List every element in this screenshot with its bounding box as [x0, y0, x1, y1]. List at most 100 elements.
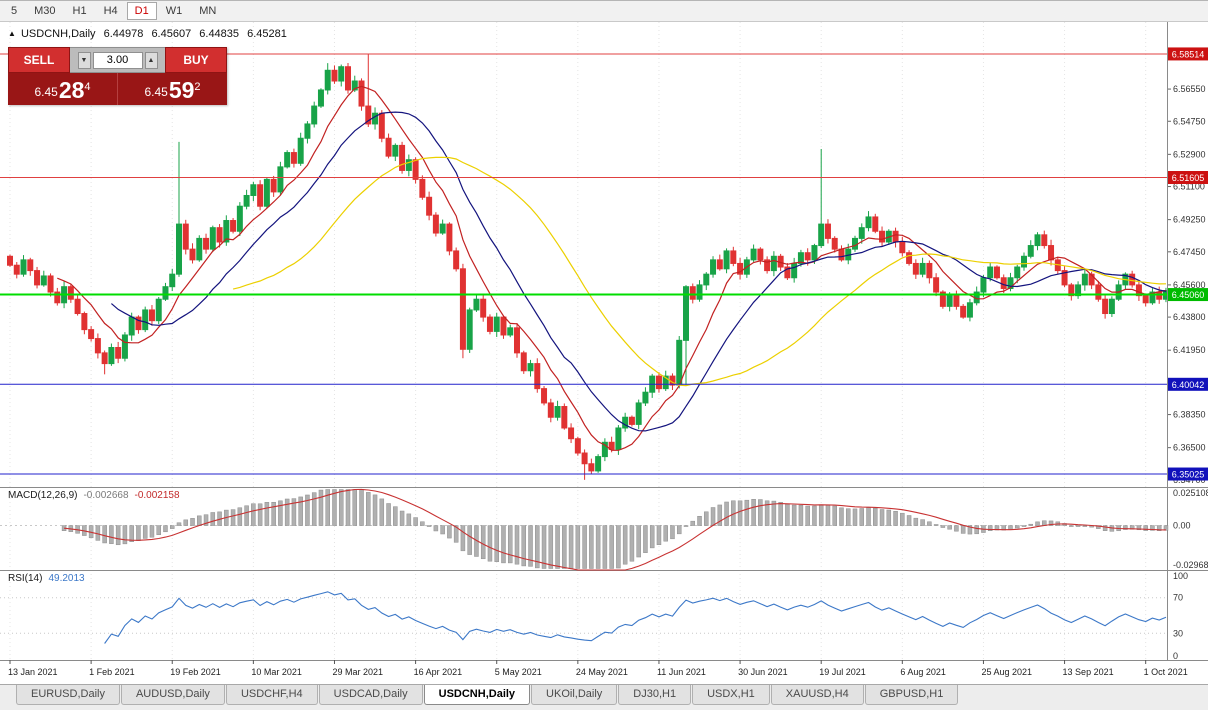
macd-histogram-bar — [332, 489, 337, 526]
macd-histogram-bar — [142, 525, 148, 539]
macd-histogram-bar — [744, 499, 750, 526]
price-level-label-bg — [1168, 467, 1208, 481]
date-label: 19 Jul 2021 — [819, 667, 866, 677]
macd-histogram-bar — [257, 503, 263, 526]
macd-histogram-bar — [663, 525, 668, 542]
candle — [737, 262, 744, 275]
buy-price-sup: 2 — [194, 81, 201, 93]
price-level-label: 6.58514 — [1172, 49, 1205, 59]
candle — [696, 284, 703, 300]
macd-histogram-bar — [440, 525, 445, 535]
candle — [399, 144, 406, 171]
price-tick-label: 6.51100 — [1173, 182, 1205, 192]
chart-canvas[interactable]: 6.56550 6.54750 6.52900 6.51100 6.49250 6.474… — [0, 22, 1208, 684]
candle — [946, 295, 953, 307]
sell-button[interactable]: SELL — [8, 47, 70, 73]
candle — [852, 237, 858, 250]
price-tick-label: 6.56550 — [1173, 84, 1206, 94]
candle — [223, 220, 230, 243]
tab-usdchf-h4[interactable]: USDCHF,H4 — [225, 685, 318, 705]
price-tick-label: 6.38350 — [1173, 410, 1206, 420]
candle — [1156, 291, 1163, 300]
candle — [432, 214, 439, 234]
candle — [372, 112, 379, 125]
macd-histogram-bar — [616, 525, 621, 569]
macd-histogram-bar — [751, 498, 756, 526]
macd-histogram-bar — [379, 498, 385, 526]
candle — [818, 223, 825, 247]
macd-histogram-bar — [717, 504, 723, 526]
timeframe-button-h4[interactable]: H4 — [103, 5, 118, 17]
candle — [899, 241, 906, 254]
macd-histogram-bar — [176, 522, 182, 526]
candle — [290, 152, 297, 164]
chart-symbol-label: USDCNH,Daily — [20, 28, 96, 40]
macd-histogram-bar — [1143, 525, 1148, 531]
timeframe-button-m30[interactable]: M30 — [34, 5, 56, 17]
candle — [534, 363, 541, 390]
sell-price-display[interactable]: 6.45 28 4 — [8, 73, 117, 105]
macd-histogram-bar — [609, 525, 614, 569]
timeframe-button-5[interactable]: 5 — [11, 5, 18, 17]
candle — [527, 363, 534, 372]
macd-histogram-bar — [95, 525, 101, 541]
candle — [446, 223, 453, 252]
macd-histogram-bar — [1123, 525, 1128, 530]
macd-histogram-bar — [832, 505, 837, 526]
candle — [209, 227, 216, 250]
candle — [108, 347, 115, 365]
tab-dj30-h1[interactable]: DJ30,H1 — [618, 685, 692, 705]
candle — [20, 259, 27, 275]
tab-audusd-daily[interactable]: AUDUSD,Daily — [120, 685, 225, 705]
chart-close-value: 6.45281 — [247, 28, 287, 40]
tab-eurusd-daily[interactable]: EURUSD,Daily — [16, 685, 120, 705]
candle — [500, 316, 507, 336]
candle — [115, 347, 122, 359]
candle — [595, 456, 602, 472]
price-level-label-bg — [1168, 171, 1208, 185]
macd-value-1: -0.002668 — [83, 490, 129, 501]
macd-histogram-bar — [386, 503, 391, 526]
macd-histogram-bar — [866, 507, 871, 526]
candle — [324, 69, 331, 91]
macd-histogram-bar — [710, 507, 716, 526]
date-label: 16 Apr 2021 — [414, 667, 463, 677]
timeframe-button-w1[interactable]: W1 — [165, 5, 183, 17]
candle — [439, 223, 446, 234]
candle — [906, 252, 913, 264]
price-level-label: 6.40042 — [1172, 380, 1205, 390]
tab-ukoil-daily[interactable]: UKOil,Daily — [531, 685, 618, 705]
volume-input[interactable] — [92, 51, 143, 69]
collapse-arrow-icon[interactable]: ▲ — [8, 29, 16, 38]
macd-histogram-bar — [541, 525, 547, 569]
macd-histogram-bar — [947, 525, 952, 530]
candle — [426, 196, 433, 216]
price-level-label: 6.45060 — [1172, 290, 1205, 300]
macd-histogram-bar — [1082, 525, 1088, 527]
tab-gbpusd-h1[interactable]: GBPUSD,H1 — [864, 685, 959, 705]
timeframe-button-h1[interactable]: H1 — [72, 5, 87, 17]
macd-histogram-bar — [1014, 525, 1020, 529]
macd-histogram-bar — [122, 525, 128, 545]
buy-button[interactable]: BUY — [165, 47, 227, 73]
volume-increase-button[interactable]: ▲ — [144, 51, 158, 69]
candle — [541, 388, 548, 404]
tab-usdx-h1[interactable]: USDX,H1 — [692, 685, 770, 705]
timeframe-button-d1[interactable]: D1 — [126, 2, 157, 20]
macd-histogram-bar — [1136, 525, 1142, 531]
candle — [858, 227, 865, 239]
buy-price-display[interactable]: 6.45 59 2 — [117, 73, 227, 105]
macd-histogram-bar — [136, 525, 141, 541]
tab-usdcad-daily[interactable]: USDCAD,Daily — [318, 685, 423, 705]
volume-decrease-button[interactable]: ▼ — [77, 51, 91, 69]
tab-xauusd-h4[interactable]: XAUUSD,H4 — [770, 685, 864, 705]
tab-usdcnh-daily[interactable]: USDCNH,Daily — [423, 685, 531, 705]
macd-histogram-bar — [555, 525, 560, 569]
candle — [676, 339, 683, 386]
macd-histogram-bar — [825, 504, 831, 526]
candle — [703, 273, 710, 286]
timeframe-button-mn[interactable]: MN — [199, 5, 217, 17]
candle — [514, 327, 520, 354]
macd-histogram-bar — [818, 504, 824, 526]
macd-histogram-bar — [670, 525, 675, 540]
